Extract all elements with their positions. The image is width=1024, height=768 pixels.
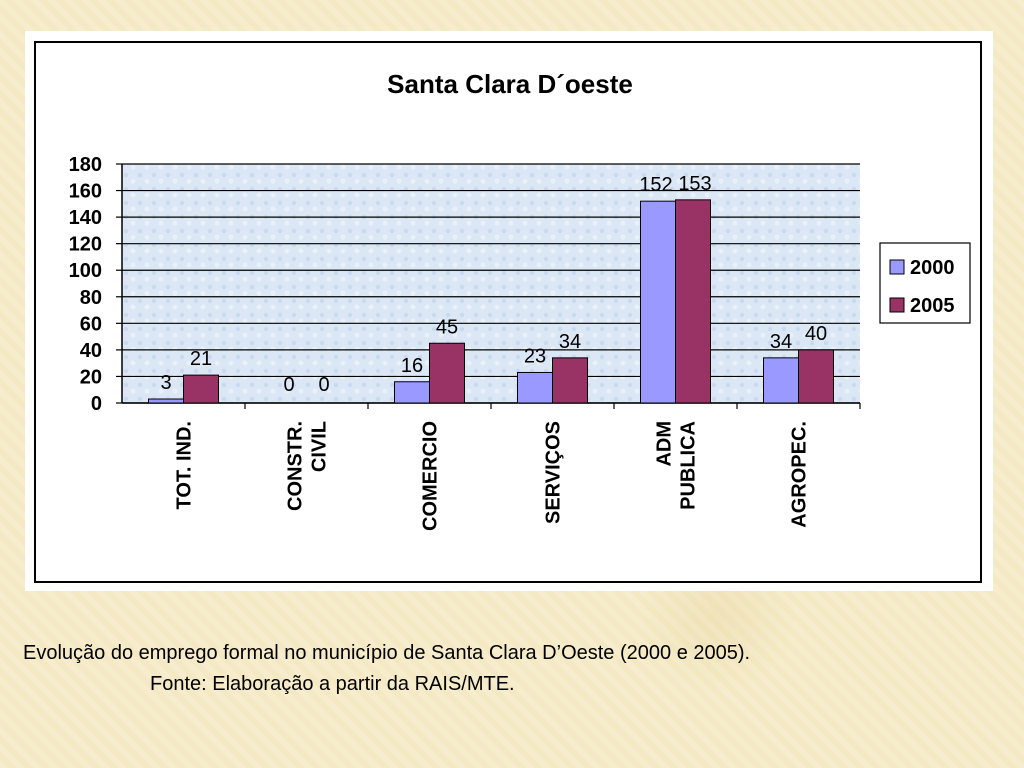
chart-border [34, 41, 982, 583]
x-category-label: SERVIÇOS [543, 421, 565, 524]
legend-label-2005: 2005 [910, 295, 955, 317]
y-tick-label: 100 [69, 260, 102, 282]
bar-2005-0 [183, 374, 219, 404]
data-label: 21 [190, 348, 212, 370]
y-tick-label: 120 [69, 234, 102, 256]
bar-2000-4 [640, 200, 676, 404]
legend-swatch-2005 [889, 297, 905, 313]
y-tick-label: 60 [80, 313, 102, 335]
data-label: 0 [318, 374, 329, 396]
x-category-label: AGROPEC. [789, 421, 811, 528]
x-category-label: COMERCIO [420, 421, 442, 531]
data-label: 153 [678, 173, 711, 195]
data-label: 40 [805, 323, 827, 345]
x-category-label: TOT. IND. [174, 421, 196, 510]
legend-swatch-2000 [889, 259, 905, 275]
figure-caption: Evolução do emprego formal no município … [23, 642, 751, 664]
bar-2005-2 [429, 342, 465, 404]
y-tick-label: 40 [80, 340, 102, 362]
data-label: 0 [283, 374, 294, 396]
x-category-label: CIVIL [309, 421, 331, 472]
data-label: 45 [436, 316, 458, 338]
data-label: 34 [770, 331, 792, 353]
x-category-label: PUBLICA [678, 421, 700, 510]
data-label: 34 [559, 331, 581, 353]
bar-2005-4 [675, 199, 711, 404]
data-label: 23 [524, 345, 546, 367]
x-category-label: CONSTR. [285, 421, 307, 511]
y-tick-label: 140 [69, 207, 102, 229]
y-tick-label: 80 [80, 287, 102, 309]
bar-chart: Santa Clara D´oeste020406080100120140160… [34, 41, 982, 583]
data-label: 16 [401, 355, 423, 377]
source-note: Fonte: Elaboração a partir da RAIS/MTE. [150, 673, 515, 695]
chart-title: Santa Clara D´oeste [387, 69, 633, 99]
y-tick-label: 180 [69, 154, 102, 176]
bar-2005-5 [798, 349, 834, 404]
bar-2000-2 [394, 381, 430, 404]
y-tick-label: 0 [91, 393, 102, 415]
chart-container: Santa Clara D´oeste 0 20 40 60 80 100 120 140 160… [25, 31, 993, 591]
data-label: 3 [160, 372, 171, 394]
plot-area [122, 164, 860, 403]
bar-2000-5 [763, 357, 799, 404]
y-tick-label: 20 [80, 366, 102, 388]
y-tick-label: 160 [69, 181, 102, 203]
bar-2000-3 [517, 371, 553, 404]
data-label: 152 [639, 174, 672, 196]
bar-2000-0 [148, 398, 184, 404]
x-category-label: ADM [654, 421, 676, 467]
legend-label-2000: 2000 [910, 257, 955, 279]
bar-2005-3 [552, 357, 588, 404]
